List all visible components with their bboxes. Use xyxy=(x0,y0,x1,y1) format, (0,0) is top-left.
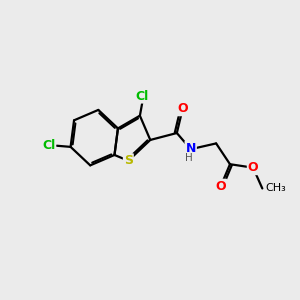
Text: O: O xyxy=(215,180,226,193)
Text: Cl: Cl xyxy=(136,90,149,103)
Text: S: S xyxy=(124,154,133,167)
Text: N: N xyxy=(185,142,196,154)
Text: O: O xyxy=(177,102,188,115)
Text: H: H xyxy=(185,153,193,163)
Text: O: O xyxy=(248,161,258,174)
Text: Cl: Cl xyxy=(42,139,55,152)
Text: CH₃: CH₃ xyxy=(265,184,286,194)
